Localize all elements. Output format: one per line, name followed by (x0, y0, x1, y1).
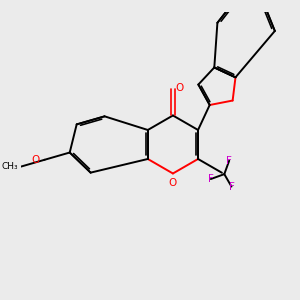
Text: F: F (226, 156, 232, 166)
Text: CH₃: CH₃ (2, 162, 18, 171)
Text: F: F (229, 182, 234, 192)
Text: F: F (208, 174, 214, 184)
Text: O: O (32, 155, 40, 165)
Text: O: O (169, 178, 177, 188)
Text: O: O (175, 83, 183, 93)
